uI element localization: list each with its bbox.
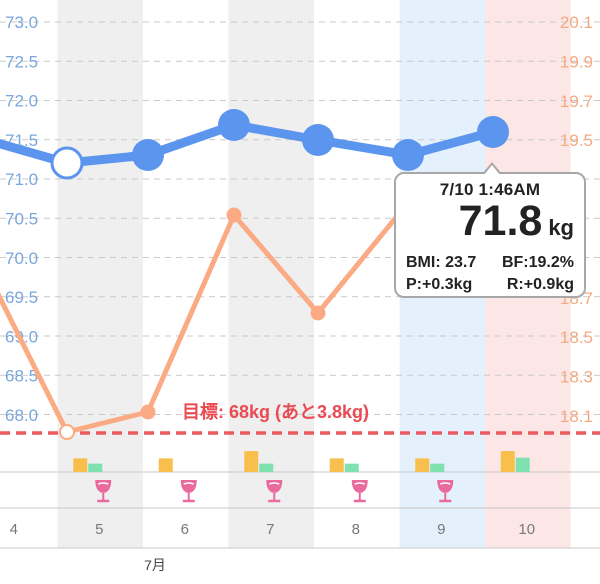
left-tick-label: 69.5: [5, 288, 38, 307]
left-tick-label: 71.0: [5, 170, 38, 189]
date-label-4: 4: [10, 521, 18, 538]
body-fat-line: [0, 212, 401, 435]
tooltip-bmi: BMI: 23.7: [406, 254, 477, 271]
wine-glass-icon: [180, 480, 197, 503]
date-label-5: 5: [95, 521, 103, 538]
right-tick-label: 19.7: [560, 92, 593, 111]
activity-bar-green: [344, 463, 359, 472]
left-tick-label: 73.0: [5, 13, 38, 32]
activity-bar-yellow: [158, 458, 173, 472]
drink-icons: [95, 480, 454, 503]
left-axis-weight: 73.072.572.071.571.070.570.069.569.068.5…: [5, 13, 38, 425]
date-label-8: 8: [352, 521, 360, 538]
wine-glass-shine: [268, 482, 280, 485]
day-column-bg: [57, 0, 143, 548]
date-label-6: 6: [181, 521, 189, 538]
tooltip-prev-change: P:+0.3kg: [406, 276, 473, 293]
wine-glass-icon: [437, 480, 454, 503]
activity-bar-green: [259, 463, 274, 472]
date-axis: 4 5 6 7 8 9 10 7月: [10, 521, 536, 573]
left-tick-label: 72.0: [5, 92, 38, 111]
left-tick-label: 68.5: [5, 367, 38, 386]
wine-glass-icon: [351, 480, 368, 503]
wine-glass-bowl: [180, 480, 197, 493]
tooltip-date: 7/10 1:46AM: [439, 180, 541, 199]
left-tick-label: 70.0: [5, 249, 38, 268]
activity-bar-green: [515, 457, 530, 472]
body-fat-point-hollow: [59, 424, 75, 440]
goal-label: 目標: 68kg (あと3.8kg): [182, 401, 369, 422]
right-axis-body-fat: 20.119.919.719.518.718.518.318.1: [560, 13, 593, 426]
left-tick-label: 70.5: [5, 210, 38, 229]
tooltip-range-change: R:+0.9kg: [506, 276, 574, 293]
left-tick-label: 72.5: [5, 52, 38, 71]
weight-point: [218, 109, 250, 141]
tooltip-weight-value: 71.8: [458, 197, 543, 245]
weight-point: [392, 139, 424, 171]
activity-bar-yellow: [244, 451, 259, 472]
gridlines: [0, 21, 600, 549]
wine-glass-shine: [183, 482, 195, 485]
body-fat-point: [140, 404, 156, 420]
right-tick-label: 18.5: [560, 328, 593, 347]
wine-glass-shine: [439, 482, 451, 485]
wine-glass-shine: [97, 482, 109, 485]
goal-line: 目標: 68kg (あと3.8kg): [0, 401, 600, 435]
wine-glass-bowl: [351, 480, 368, 493]
weight-point: [132, 139, 164, 171]
activity-bar-green: [88, 463, 103, 472]
right-tick-label: 18.1: [560, 407, 593, 426]
wine-glass-shine: [354, 482, 366, 485]
date-label-10: 10: [518, 521, 535, 538]
activity-bar-yellow: [73, 458, 88, 472]
right-tick-label: 20.1: [560, 13, 593, 32]
weight-point: [302, 124, 334, 156]
activity-bar-yellow: [500, 451, 515, 472]
weight-point-hollow: [50, 146, 84, 180]
right-tick-label: 18.3: [560, 368, 593, 387]
body-fat-point: [226, 207, 242, 223]
date-label-9: 9: [437, 521, 445, 538]
wine-glass-icon: [266, 480, 283, 503]
tooltip-weight-unit: kg: [548, 215, 574, 240]
month-label: 7月: [144, 557, 166, 573]
activity-bar-green: [430, 463, 445, 472]
right-tick-label: 19.9: [560, 52, 593, 71]
activity-bar-yellow: [329, 458, 344, 472]
tooltip-arrow-fill: [484, 165, 500, 175]
activity-bars: [73, 451, 530, 472]
weight-series: [0, 109, 509, 180]
tooltip-weight-row: 71.8 kg: [406, 200, 574, 252]
body-fat-point: [310, 305, 326, 321]
tooltip-bmi-bf-row: BMI: 23.7 BF:19.2%: [406, 252, 574, 274]
wine-glass-icon: [95, 480, 112, 503]
date-label-7: 7: [266, 521, 274, 538]
activity-bar-yellow: [415, 458, 430, 472]
body-fat-series: [0, 207, 401, 440]
tooltip-body-fat: BF:19.2%: [501, 254, 574, 271]
left-tick-label: 68.0: [5, 406, 38, 425]
weight-point: [477, 116, 509, 148]
weight-tooltip[interactable]: 7/10 1:46AM 71.8 kg BMI: 23.7 BF:19.2% P:…: [394, 162, 586, 298]
tooltip-change-row: P:+0.3kg R:+0.9kg: [406, 274, 574, 296]
right-tick-label: 19.5: [560, 131, 593, 150]
day-column-bg: [228, 0, 314, 548]
